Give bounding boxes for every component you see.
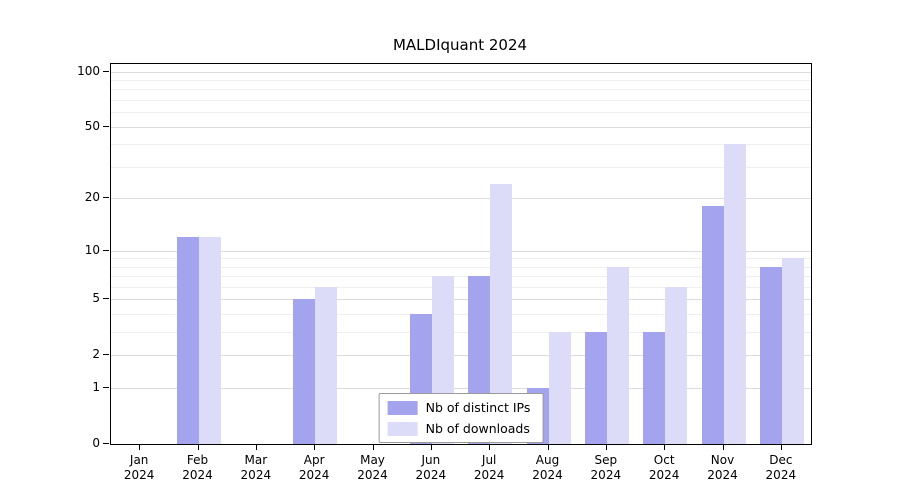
gridline-major [111, 250, 811, 252]
ytick-label: 10 [84, 242, 100, 257]
gridline-minor [111, 286, 811, 288]
ytick-label: 1 [92, 380, 100, 395]
gridline-minor [111, 166, 811, 168]
ytick-mark [103, 298, 109, 300]
bar-downloads-nov [723, 144, 746, 444]
bar-downloads-feb [198, 237, 221, 444]
gridline-major [111, 71, 811, 73]
bar-distinct-ips-feb [176, 237, 199, 444]
legend-row-downloads: Nb of downloads [387, 421, 531, 436]
ytick-label: 50 [84, 118, 100, 133]
xtick-label-jun: Jun 2024 [415, 453, 447, 482]
xtick-mark [430, 444, 432, 450]
chart-title: MALDIquant 2024 [392, 36, 528, 54]
ytick-label: 0 [92, 436, 100, 450]
ytick-mark [103, 249, 109, 251]
ytick-mark [103, 443, 109, 444]
xtick-label-mar: Mar 2024 [240, 453, 272, 482]
xtick-mark [255, 444, 257, 450]
xtick-mark [197, 444, 199, 450]
gridline-minor [111, 80, 811, 82]
xtick-label-aug: Aug 2024 [532, 453, 563, 482]
gridline-major [111, 355, 811, 357]
bar-downloads-aug [548, 332, 571, 444]
bar-distinct-ips-oct [643, 332, 666, 444]
legend-swatch-downloads [387, 421, 418, 436]
gridline-minor [111, 314, 811, 316]
ytick-mark [103, 387, 109, 389]
gridline-minor [111, 258, 811, 260]
xtick-label-feb: Feb 2024 [182, 453, 213, 482]
xtick-mark [139, 444, 141, 450]
xtick-mark [372, 444, 374, 450]
bar-distinct-ips-nov [701, 206, 724, 444]
bar-distinct-ips-apr [293, 299, 316, 444]
bar-distinct-ips-sep [584, 332, 607, 444]
gridline-minor [111, 100, 811, 102]
gridline-minor [111, 266, 811, 268]
ytick-mark [103, 70, 109, 72]
legend-row-distinct-ips: Nb of distinct IPs [387, 400, 531, 415]
xtick-label-jan: Jan 2024 [123, 453, 155, 482]
ytick-label: 20 [84, 190, 100, 205]
bar-distinct-ips-dec [759, 266, 782, 444]
bar-downloads-jul [490, 184, 513, 444]
xtick-mark [547, 444, 549, 450]
ytick-mark [103, 125, 109, 127]
xtick-mark [664, 444, 666, 450]
legend-label-downloads: Nb of downloads [425, 421, 530, 436]
xtick-mark [314, 444, 316, 450]
gridline-minor [111, 276, 811, 278]
xtick-label-nov: Nov 2024 [707, 453, 738, 482]
xtick-label-oct: Oct 2024 [648, 453, 680, 482]
gridline-major [111, 299, 811, 301]
xtick-label-apr: Apr 2024 [298, 453, 330, 482]
legend-label-distinct-ips: Nb of distinct IPs [425, 400, 531, 415]
ytick-mark [103, 197, 109, 199]
gridline-minor [111, 332, 811, 334]
xtick-label-sep: Sep 2024 [590, 453, 622, 482]
xtick-label-dec: Dec 2024 [765, 453, 797, 482]
xtick-mark [780, 444, 782, 450]
legend: Nb of distinct IPs Nb of downloads [378, 393, 544, 443]
bar-downloads-apr [315, 287, 338, 444]
ytick-label: 100 [77, 63, 100, 78]
gridline-major [111, 126, 811, 128]
xtick-label-jul: Jul 2024 [473, 453, 505, 482]
xtick-mark [489, 444, 491, 450]
xtick-mark [605, 444, 607, 450]
ytick-mark [103, 354, 109, 356]
gridline-minor [111, 144, 811, 146]
bar-downloads-dec [781, 258, 804, 444]
gridline-minor [111, 112, 811, 114]
legend-swatch-distinct-ips [387, 400, 418, 415]
ytick-label: 2 [92, 347, 100, 362]
gridline-minor [111, 89, 811, 91]
bar-downloads-oct [665, 287, 688, 444]
gridline-major [111, 388, 811, 390]
xtick-label-may: May 2024 [357, 453, 388, 482]
gridline-major [111, 198, 811, 200]
xtick-mark [722, 444, 724, 450]
bar-downloads-sep [606, 266, 629, 444]
ytick-label: 5 [92, 291, 100, 306]
plot-area: Nb of distinct IPs Nb of downloads [110, 63, 812, 445]
